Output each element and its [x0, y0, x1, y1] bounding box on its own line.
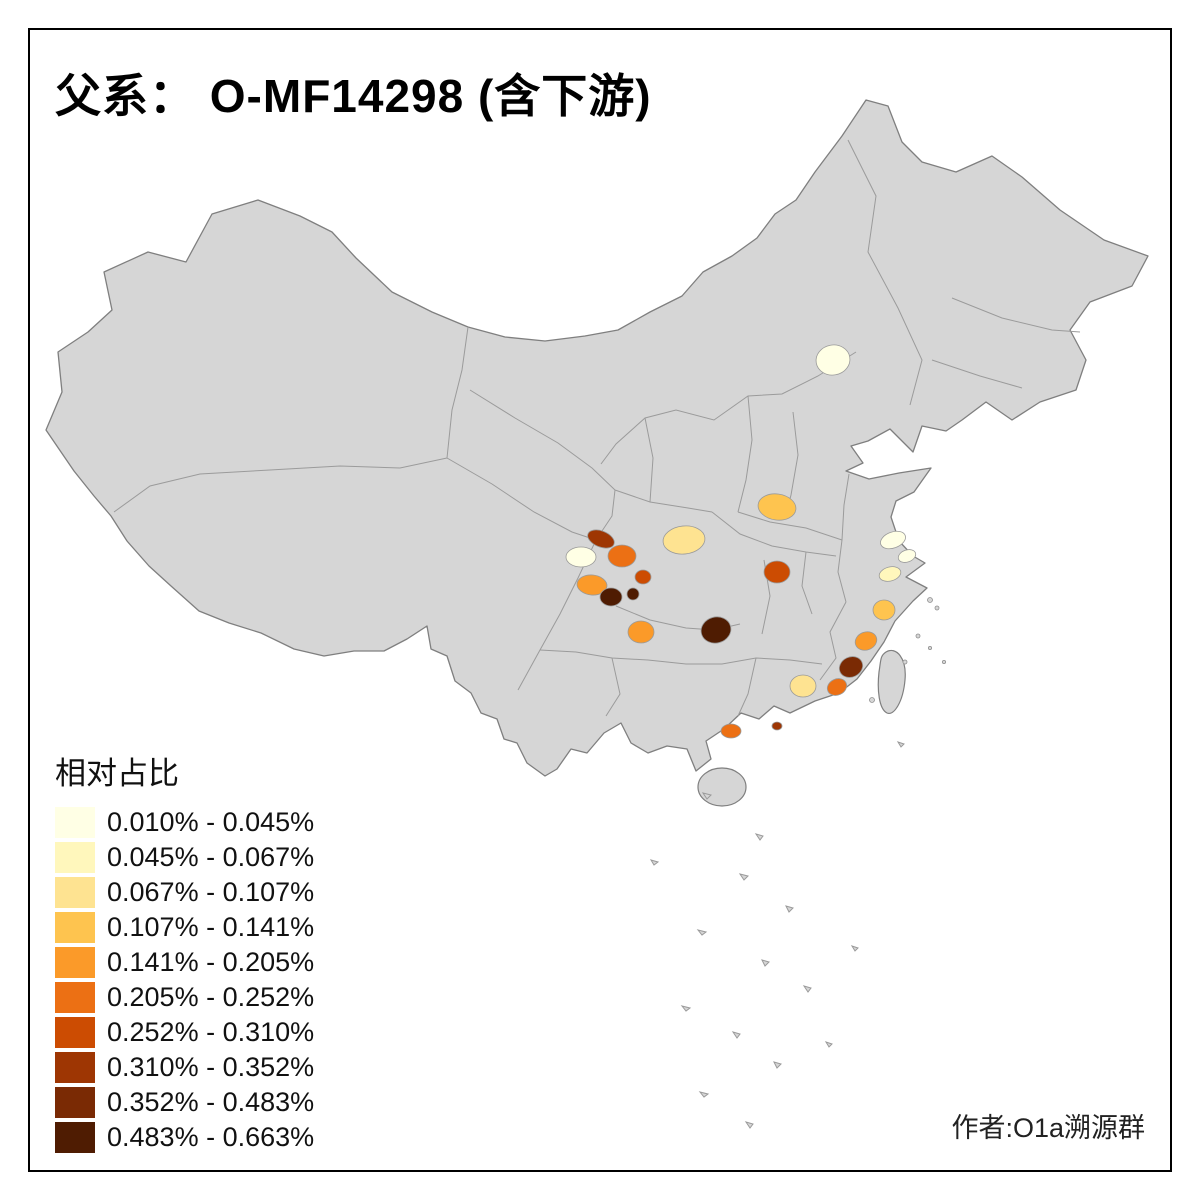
- legend-row: 0.483% - 0.663%: [55, 1122, 314, 1153]
- highlighted-region: [700, 616, 732, 644]
- legend-label: 0.045% - 0.067%: [107, 842, 315, 872]
- highlighted-regions: [565, 344, 917, 739]
- legend-rows: 0.010% - 0.045% 0.045% - 0.067% 0.067% - 0…: [55, 807, 314, 1153]
- highlighted-region: [720, 723, 742, 739]
- legend-row: 0.107% - 0.141%: [55, 912, 314, 943]
- legend-label: 0.310% - 0.352%: [107, 1052, 315, 1082]
- highlighted-region: [815, 344, 851, 376]
- legend-row: 0.045% - 0.067%: [55, 842, 314, 873]
- legend-label: 0.205% - 0.252%: [107, 982, 315, 1012]
- legend-row: 0.205% - 0.252%: [55, 982, 314, 1013]
- legend-row: 0.310% - 0.352%: [55, 1052, 314, 1083]
- highlighted-region: [880, 530, 906, 550]
- legend-row: 0.252% - 0.310%: [55, 1017, 314, 1048]
- legend-row: 0.010% - 0.045%: [55, 807, 314, 838]
- legend-label: 0.352% - 0.483%: [107, 1087, 315, 1117]
- legend-title: 相对占比: [55, 756, 179, 791]
- legend-label: 0.010% - 0.045%: [107, 807, 315, 837]
- legend-swatch: [55, 1017, 95, 1048]
- highlighted-region: [599, 587, 623, 607]
- highlighted-region: [878, 566, 902, 582]
- legend-label: 0.252% - 0.310%: [107, 1017, 315, 1047]
- highlighted-region: [757, 493, 797, 521]
- highlighted-region: [627, 620, 655, 644]
- legend-swatch: [55, 982, 95, 1013]
- legend-swatch: [55, 947, 95, 978]
- highlighted-region: [763, 560, 791, 584]
- highlighted-region: [607, 544, 637, 568]
- legend-label: 0.067% - 0.107%: [107, 877, 315, 907]
- legend-swatch: [55, 807, 95, 838]
- highlighted-region: [662, 525, 706, 555]
- legend-row: 0.141% - 0.205%: [55, 947, 314, 978]
- legend-label: 0.107% - 0.141%: [107, 912, 315, 942]
- attribution: 作者:O1a溯源群: [951, 1113, 1145, 1143]
- highlighted-region: [897, 549, 917, 563]
- legend-swatch: [55, 1052, 95, 1083]
- coastal-islets: [869, 597, 947, 703]
- highlighted-region: [872, 599, 896, 621]
- legend-swatch: [55, 1087, 95, 1118]
- highlighted-region: [838, 656, 864, 678]
- legend-swatch: [55, 912, 95, 943]
- legend-label: 0.141% - 0.205%: [107, 947, 315, 977]
- legend-swatch: [55, 1122, 95, 1153]
- legend: 相对占比 0.010% - 0.045% 0.045% - 0.067% 0.067…: [55, 748, 314, 1157]
- legend-row: 0.067% - 0.107%: [55, 877, 314, 908]
- south-china-sea-islands: [649, 741, 905, 1129]
- plot-frame: [28, 28, 1172, 1172]
- legend-label: 0.483% - 0.663%: [107, 1122, 315, 1152]
- highlighted-region: [826, 678, 848, 696]
- highlighted-region: [771, 721, 783, 731]
- map-title: 父系： O-MF14298 (含下游): [55, 70, 652, 122]
- highlighted-region: [576, 574, 608, 596]
- highlighted-region: [789, 674, 817, 698]
- highlighted-region: [634, 569, 652, 585]
- highlighted-region: [626, 587, 640, 601]
- highlighted-region: [854, 631, 878, 651]
- legend-swatch: [55, 877, 95, 908]
- highlighted-region: [587, 529, 615, 549]
- legend-row: 0.352% - 0.483%: [55, 1087, 314, 1118]
- highlighted-region: [565, 546, 597, 568]
- china-landmass: [45, 99, 1149, 777]
- legend-swatch: [55, 842, 95, 873]
